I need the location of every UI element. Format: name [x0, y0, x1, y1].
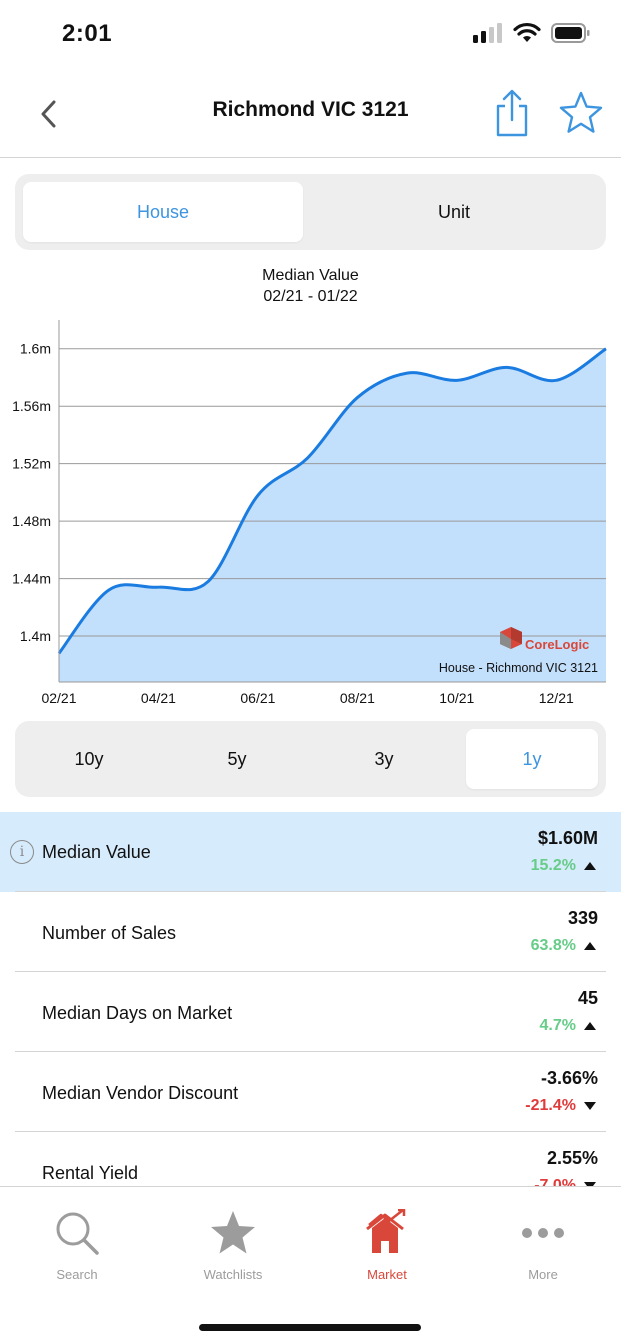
chart-grid: [59, 348, 606, 637]
stat-change-text: 63.8%: [530, 937, 576, 954]
triangle-down-icon: [584, 1102, 596, 1110]
tab-more[interactable]: More: [493, 1209, 593, 1282]
stat-change-text: -21.4%: [525, 1097, 576, 1114]
stat-change: 4.7%: [540, 1017, 596, 1035]
market-stats-list: i Median Value $1.60M 15.2% Number of Sa…: [0, 812, 621, 1186]
tab-range-5y[interactable]: 5y: [227, 748, 247, 769]
property-type-segmented-control: House Unit: [15, 174, 606, 250]
chevron-left-icon: [41, 100, 56, 128]
stat-row-number-of-sales[interactable]: Number of Sales 339 63.8%: [0, 891, 621, 972]
stat-row-rental-yield[interactable]: Rental Yield 2.55% -7.0%: [0, 1131, 621, 1186]
home-indicator: [199, 1324, 421, 1331]
chart-y-tick-label: 1.6m: [20, 341, 51, 357]
stat-row-median-value[interactable]: i Median Value $1.60M 15.2%: [0, 812, 621, 892]
row-divider: [15, 971, 606, 972]
chart-x-tick-labels: 02/21 04/21 06/21 08/21 10/21 12/21: [41, 690, 574, 706]
chart-legend-label: House - Richmond VIC 3121: [439, 661, 598, 675]
tab-range-3y[interactable]: 3y: [374, 748, 394, 769]
stat-label: Rental Yield: [42, 1163, 139, 1183]
triangle-down-icon: [584, 1182, 596, 1186]
more-dots-icon: [522, 1228, 564, 1238]
stat-change-text: -7.0%: [534, 1177, 576, 1186]
tab-range-1y[interactable]: 1y: [466, 729, 598, 789]
row-divider: [15, 1131, 606, 1132]
chart-y-tick-label: 1.48m: [12, 513, 51, 529]
chart-area-fill: [59, 348, 606, 682]
chart-y-tick-labels: 1.4m 1.44m 1.48m 1.52m 1.56m 1.6m: [12, 341, 51, 644]
watchlist-star-button[interactable]: [558, 90, 604, 136]
bottom-tab-bar: Search Watchlists Market More: [0, 1186, 621, 1344]
chart-line-series: [57, 347, 607, 655]
chart-x-tick-label: 04/21: [141, 690, 176, 706]
stat-value: 45: [577, 988, 598, 1008]
share-icon: [496, 89, 528, 137]
share-button[interactable]: [490, 88, 534, 138]
status-icons: [473, 22, 591, 44]
stat-change: -7.0%: [534, 1177, 596, 1186]
stat-change: 15.2%: [531, 857, 596, 875]
page-title: Richmond VIC 3121: [212, 98, 409, 121]
chart-title-text: Median Value: [262, 267, 359, 284]
stat-label: Number of Sales: [42, 923, 177, 943]
stat-label: Median Vendor Discount: [42, 1083, 239, 1103]
chart-y-tick-label: 1.44m: [12, 571, 51, 587]
info-icon[interactable]: i: [10, 840, 34, 864]
status-bar: 2:01: [0, 0, 621, 70]
stat-row-median-vendor-discount[interactable]: Median Vendor Discount -3.66% -21.4%: [0, 1051, 621, 1132]
row-divider: [15, 1051, 606, 1052]
chart-x-tick-label: 12/21: [539, 690, 574, 706]
battery-icon: [551, 23, 590, 43]
row-divider: [15, 891, 606, 892]
stat-value: $1.60M: [537, 828, 598, 848]
tab-house[interactable]: House: [23, 182, 303, 242]
chart-title: Median Value 02/21 - 01/22: [0, 265, 621, 307]
stat-change-text: 4.7%: [539, 1017, 576, 1034]
wifi-icon: [513, 22, 541, 42]
tab-market[interactable]: Market: [337, 1209, 437, 1282]
tab-watchlists[interactable]: Watchlists: [183, 1209, 283, 1282]
stat-label: Median Days on Market: [42, 1003, 233, 1023]
market-house-icon: [366, 1209, 406, 1253]
chart-y-tick-label: 1.56m: [12, 398, 51, 414]
stat-value: 2.55%: [546, 1148, 598, 1168]
stat-change: 63.8%: [531, 937, 596, 955]
chart-x-tick-label: 06/21: [240, 690, 275, 706]
chart-y-tick-label: 1.4m: [20, 628, 51, 644]
corelogic-logo: [500, 627, 522, 649]
chart-x-tick-label: 10/21: [439, 690, 474, 706]
stat-value: -3.66%: [540, 1068, 598, 1088]
tab-label: More: [528, 1267, 558, 1282]
triangle-up-icon: [584, 1022, 596, 1030]
chart-y-tick-label: 1.52m: [12, 456, 51, 472]
chart-x-tick-label: 08/21: [340, 690, 375, 706]
stat-label: Median Value: [42, 842, 151, 862]
tab-range-10y[interactable]: 10y: [74, 748, 104, 769]
chart-axis: [58, 320, 606, 683]
stat-value: 339: [567, 908, 598, 928]
chart-date-range: 02/21 - 01/22: [263, 288, 358, 305]
status-time: 2:01: [62, 20, 113, 47]
stat-row-median-days-on-market[interactable]: Median Days on Market 45 4.7%: [0, 971, 621, 1052]
triangle-up-icon: [584, 862, 596, 870]
tab-search[interactable]: Search: [27, 1209, 127, 1282]
time-range-segmented-control: 10y 5y 3y 1y: [15, 721, 606, 797]
tab-label: Market: [367, 1267, 407, 1282]
back-button[interactable]: [30, 96, 66, 132]
stat-change-text: 15.2%: [530, 857, 576, 874]
star-icon: [211, 1211, 255, 1254]
triangle-up-icon: [584, 942, 596, 950]
tab-unit[interactable]: Unit: [437, 201, 470, 222]
cellular-signal-icon: [473, 23, 502, 43]
tab-label: Search: [56, 1267, 98, 1282]
star-outline-icon: [559, 91, 603, 133]
corelogic-watermark: CoreLogic: [525, 637, 589, 652]
tab-label: Watchlists: [203, 1267, 263, 1282]
chart-x-tick-label: 02/21: [41, 690, 76, 706]
navigation-bar: Richmond VIC 3121: [0, 70, 621, 158]
search-icon: [56, 1212, 99, 1255]
stat-change: -21.4%: [525, 1097, 596, 1115]
